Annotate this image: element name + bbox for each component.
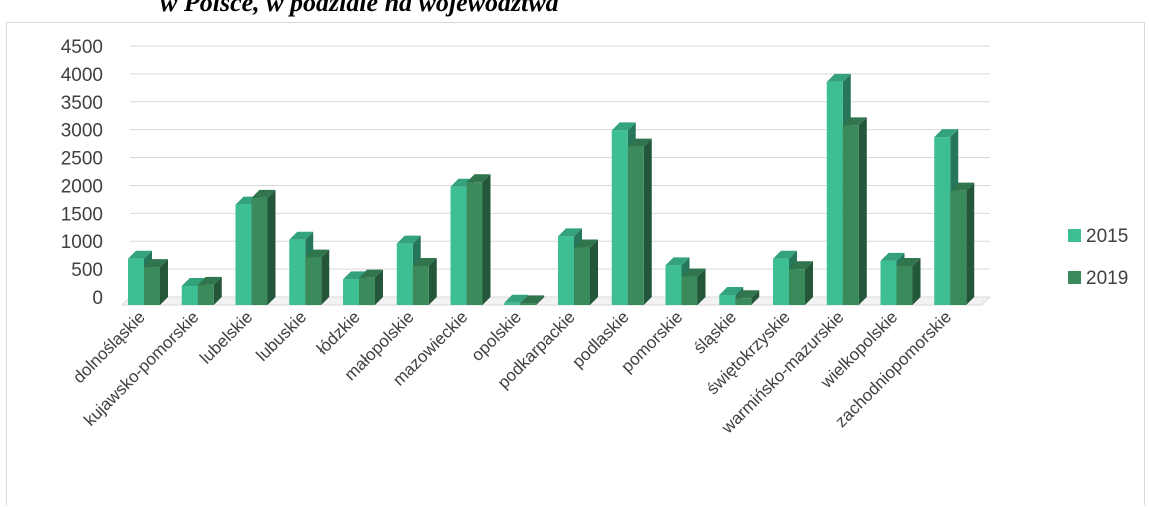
bar-2015-10 (611, 130, 628, 305)
chart-caption: w Polsce, w podziale na województwa (160, 0, 559, 17)
bar-side (536, 295, 545, 305)
bar-2019-3 (251, 197, 268, 305)
bar-side (375, 269, 383, 305)
y-tick-label: 1500 (61, 204, 103, 225)
bar-top (359, 269, 383, 278)
bar-side (858, 117, 867, 305)
y-tick-label: 2500 (61, 149, 103, 170)
bar-top (251, 189, 276, 198)
bar-2015-4 (289, 239, 306, 305)
bar-top (144, 259, 168, 268)
bar-2015-3 (235, 204, 252, 305)
legend-swatch (1068, 271, 1081, 284)
y-tick-label: 4000 (61, 65, 103, 86)
y-tick-label: 0 (92, 288, 103, 309)
bar-side (643, 138, 652, 305)
bar-2015-6 (396, 243, 413, 305)
bar-2015-9 (558, 236, 574, 305)
bar-top (412, 257, 437, 266)
y-tick-label: 500 (71, 260, 103, 281)
bar-top (466, 174, 491, 183)
bar-side (805, 261, 813, 305)
y-tick-label: 3000 (61, 121, 103, 142)
bar-2015-14 (826, 81, 843, 305)
bar-2019-11 (681, 276, 698, 305)
bar-2019-6 (412, 265, 429, 305)
bar-top (789, 261, 813, 270)
bar-top (934, 129, 959, 138)
bar-2019-5 (359, 277, 375, 305)
bar-top (735, 290, 760, 299)
bar-2019-2 (197, 284, 214, 305)
bar-2019-7 (466, 182, 483, 305)
bar-top (842, 117, 867, 126)
x-tick-label: śląskie (690, 307, 740, 357)
bar-2019-16 (950, 190, 967, 305)
bar-2015-12 (719, 294, 736, 305)
bar-2015-1 (128, 258, 144, 305)
bar-top (128, 250, 152, 259)
bar-side (160, 259, 168, 305)
y-tick-label: 4500 (61, 37, 103, 58)
bar-top (627, 138, 652, 147)
bar-top (719, 286, 744, 295)
bar-top (520, 295, 545, 304)
bar-top (773, 250, 797, 259)
bar-top (826, 73, 851, 82)
bar-2019-1 (144, 267, 160, 305)
bar-side (966, 182, 975, 305)
bar-2019-12 (735, 298, 752, 305)
bar-2015-13 (773, 258, 789, 305)
bar-side (912, 257, 921, 305)
bar-top (289, 231, 314, 240)
bar-2019-8 (520, 303, 537, 305)
bar-side (697, 268, 706, 305)
bar-side (428, 257, 437, 305)
x-tick-label: łódzkie (313, 307, 364, 358)
bar-top (574, 239, 598, 248)
bar-2019-15 (896, 265, 913, 305)
bar-top (896, 257, 921, 266)
bar-side (590, 239, 598, 305)
x-tick-label: lubelskie (196, 307, 256, 367)
y-tick-label: 2000 (61, 176, 103, 197)
bar-top (665, 257, 690, 266)
bar-2019-4 (305, 257, 322, 305)
legend-label: 2015 (1086, 226, 1128, 247)
bar-2015-16 (934, 137, 951, 305)
bar-side (321, 249, 330, 305)
bar-2015-15 (880, 260, 897, 305)
bar-top (880, 252, 905, 261)
bar-top (396, 235, 421, 244)
bar-side (482, 174, 491, 305)
bar-2019-13 (789, 269, 805, 305)
bar-top (950, 182, 975, 191)
bar-top (558, 228, 582, 237)
y-tick-label: 1000 (61, 232, 103, 253)
bar-2015-7 (450, 186, 467, 305)
bar-top (681, 268, 706, 277)
bar-side (213, 276, 222, 305)
bar-2015-5 (343, 279, 359, 305)
bar-side (751, 290, 760, 305)
legend-swatch (1068, 229, 1081, 242)
bar-top (305, 249, 330, 258)
bar-top (611, 122, 636, 131)
bar-2019-10 (627, 146, 644, 305)
chart-frame (6, 22, 1145, 505)
bar-2019-14 (842, 125, 859, 305)
y-tick-label: 3500 (61, 93, 103, 114)
bar-top (197, 276, 222, 285)
legend-label: 2019 (1086, 268, 1128, 289)
bar-side (267, 189, 276, 305)
bar-top (504, 294, 529, 303)
x-tick-label: lubuskie (253, 307, 311, 365)
bar-2015-2 (181, 286, 198, 305)
bar-2019-9 (574, 247, 590, 305)
bar-2015-11 (665, 265, 682, 305)
bar-2015-8 (504, 302, 521, 305)
